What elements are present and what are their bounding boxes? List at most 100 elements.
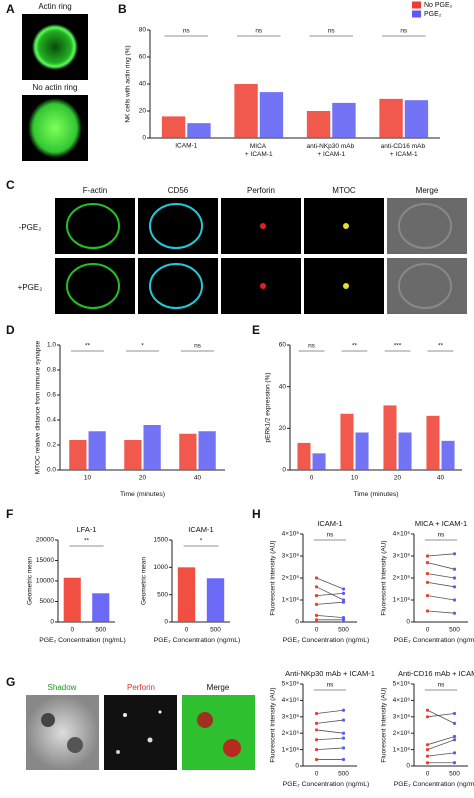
bar bbox=[332, 102, 356, 138]
panel-c: C -PGE₂ +PGE₂ F-actin CD56 Perforin MTOC Mer… bbox=[6, 178, 467, 314]
y-tick-label: 1×10⁶ bbox=[282, 597, 300, 604]
significance-label: ns bbox=[327, 682, 335, 689]
signal bbox=[260, 223, 266, 229]
bar bbox=[234, 84, 258, 138]
y-tick-label: 60 bbox=[279, 342, 287, 349]
y-tick-label: 500 bbox=[157, 591, 168, 598]
bar bbox=[161, 116, 186, 138]
significance-label: ns bbox=[438, 532, 446, 539]
x-tick-label: 500 bbox=[210, 627, 221, 634]
y-tick-label: 2×10⁶ bbox=[282, 575, 300, 582]
x-tick-label: 500 bbox=[449, 771, 460, 778]
x-tick-label: 0 bbox=[426, 627, 430, 634]
x-tick-label: 0 bbox=[315, 627, 319, 634]
micrograph bbox=[138, 198, 218, 254]
x-tick-label: MICA + ICAM-1 bbox=[245, 143, 273, 158]
signal bbox=[343, 283, 349, 289]
significance-label: ns bbox=[255, 28, 263, 35]
point bbox=[341, 591, 346, 596]
y-axis-label: Fluorescent Intensity (AU) bbox=[270, 540, 277, 615]
y-tick-label: 0.6 bbox=[47, 392, 56, 399]
panel-letter: H bbox=[252, 507, 261, 521]
y-tick-label: 5×10⁶ bbox=[282, 681, 300, 688]
image-label: No actin ring bbox=[33, 83, 78, 92]
y-tick-label: 10000 bbox=[36, 578, 54, 585]
significance-label: ns bbox=[327, 532, 335, 539]
paired-line bbox=[427, 582, 455, 588]
paired-line bbox=[316, 601, 344, 605]
y-tick-label: 0 bbox=[164, 619, 168, 626]
point bbox=[452, 721, 457, 725]
x-tick-label: 500 bbox=[95, 627, 106, 634]
point bbox=[425, 743, 430, 747]
y-axis-label: Geometric mean bbox=[141, 557, 148, 605]
point bbox=[341, 731, 346, 735]
granule bbox=[158, 710, 162, 714]
point bbox=[452, 567, 457, 571]
chart-title: MICA + ICAM-1 bbox=[415, 519, 467, 528]
chart-title: ICAM-1 bbox=[188, 525, 213, 534]
point bbox=[314, 618, 319, 622]
granule bbox=[116, 750, 120, 754]
point bbox=[341, 718, 346, 722]
signal bbox=[343, 223, 349, 229]
significance-label: * bbox=[141, 343, 144, 350]
y-tick-label: 15000 bbox=[36, 557, 54, 564]
paired-line bbox=[316, 719, 344, 724]
legend-label: PGE₂ bbox=[424, 11, 442, 18]
paired-line bbox=[427, 709, 455, 724]
y-tick-label: 0 bbox=[142, 135, 146, 142]
y-axis-label: MTOC relative distance from immune synap… bbox=[35, 340, 42, 474]
cell-outline bbox=[66, 203, 120, 249]
y-tick-label: 4×10⁶ bbox=[393, 697, 411, 704]
bar bbox=[63, 577, 81, 622]
y-tick-label: 20 bbox=[139, 108, 147, 115]
image-label: Merge bbox=[207, 683, 230, 692]
panel-letter: B bbox=[118, 2, 127, 16]
point bbox=[425, 594, 430, 598]
y-axis-label: pERk1/2 expression (%) bbox=[265, 372, 272, 442]
point bbox=[314, 594, 319, 598]
x-tick-label: anti-CD16 mAb + ICAM-1 bbox=[381, 143, 427, 158]
bar bbox=[297, 442, 311, 470]
column-label: F-actin bbox=[83, 186, 107, 195]
x-tick-label: 0 bbox=[426, 771, 430, 778]
panel-letter: F bbox=[6, 507, 13, 521]
bar bbox=[187, 123, 211, 138]
bar bbox=[383, 405, 397, 470]
chart-title: Anti-NKp30 mAb + ICAM-1 bbox=[285, 669, 375, 678]
point bbox=[425, 715, 430, 719]
paired-line bbox=[316, 747, 344, 750]
y-tick-label: 1×10⁶ bbox=[393, 746, 411, 753]
significance-label: ns bbox=[194, 343, 202, 350]
point bbox=[341, 598, 346, 602]
x-tick-label: 0 bbox=[70, 627, 74, 634]
cell bbox=[32, 24, 78, 70]
point bbox=[314, 738, 319, 742]
column-label: Perforin bbox=[247, 186, 275, 195]
bar bbox=[398, 432, 412, 470]
significance-label: ns bbox=[183, 28, 191, 35]
bar bbox=[88, 431, 106, 470]
chart-title: ICAM-1 bbox=[317, 519, 342, 528]
panel-g: G Shadow Perforin Merge bbox=[6, 675, 255, 770]
point bbox=[314, 728, 319, 732]
micrograph bbox=[387, 198, 467, 254]
x-tick-label: 20 bbox=[394, 475, 402, 482]
micrograph bbox=[55, 258, 135, 314]
bar bbox=[179, 433, 197, 470]
y-tick-label: 2×10⁶ bbox=[282, 730, 300, 737]
point bbox=[425, 708, 430, 712]
y-tick-label: 3×10⁶ bbox=[393, 714, 411, 721]
column-label: CD56 bbox=[168, 186, 189, 195]
point bbox=[452, 711, 457, 716]
cell-outline bbox=[66, 263, 120, 309]
y-tick-label: 1500 bbox=[154, 537, 169, 544]
significance-label: ** bbox=[352, 343, 358, 350]
point bbox=[452, 611, 457, 615]
y-tick-label: 5000 bbox=[40, 598, 55, 605]
point bbox=[452, 761, 457, 765]
bar bbox=[124, 440, 142, 470]
bar bbox=[426, 415, 440, 470]
